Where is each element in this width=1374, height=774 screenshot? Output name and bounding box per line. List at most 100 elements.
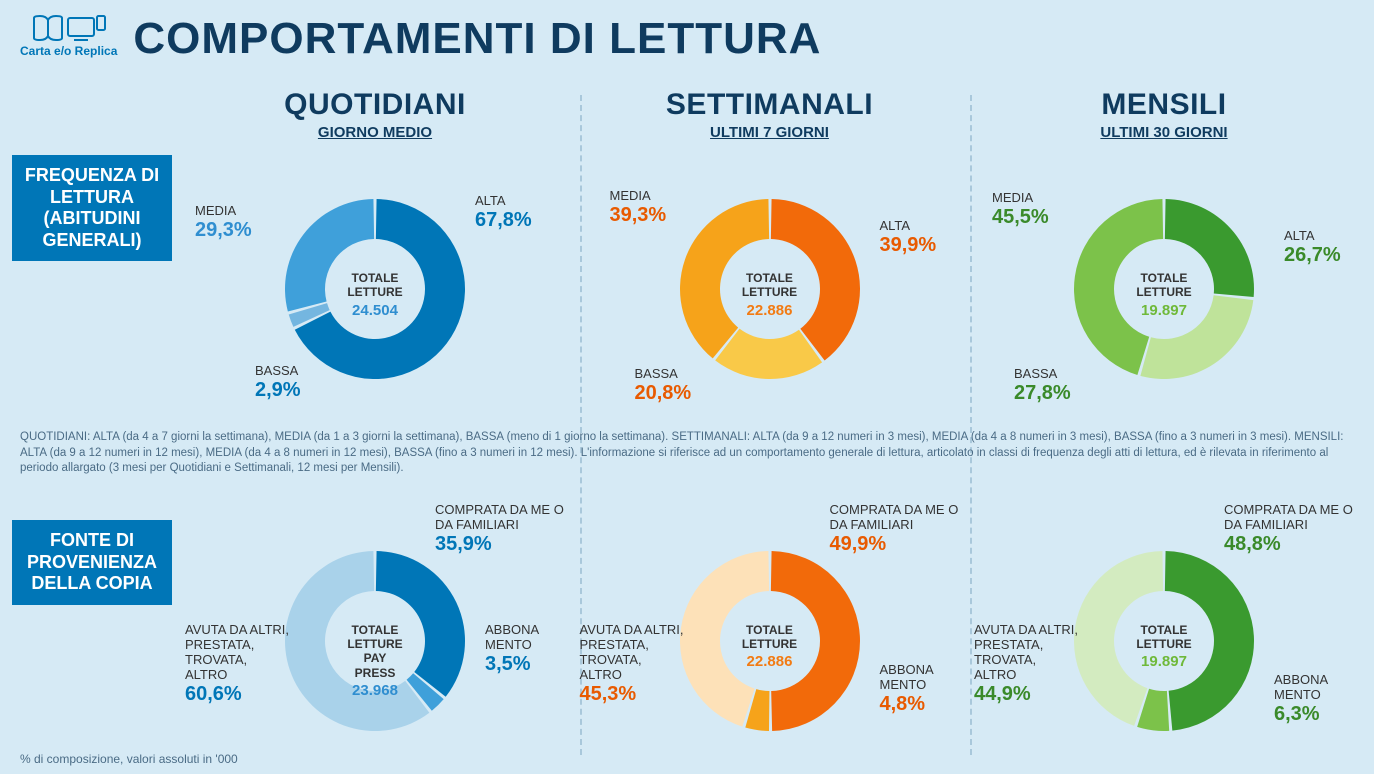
- slice-label: AVUTA DA ALTRI,PRESTATA,TROVATA,ALTRO60,…: [185, 623, 289, 706]
- donut-center-label: TOTALELETTURE 24.504: [347, 271, 402, 320]
- center-value: 23.968: [347, 682, 402, 700]
- column: TOTALELETTURE 19.897 COMPRATA DA ME ODA FA…: [974, 495, 1354, 758]
- donut-chart: TOTALELETTUREPAYPRESS 23.968 COMPRATA DA M…: [185, 503, 565, 758]
- slice-pct: 48,8%: [1224, 533, 1353, 556]
- slice-name: AVUTA DA ALTRI,PRESTATA,TROVATA,ALTRO: [185, 623, 289, 683]
- column-subtitle: ULTIMI 7 GIORNI: [710, 124, 829, 141]
- slice-name: BASSA: [1014, 367, 1071, 382]
- row1-columns: QUOTIDIANI GIORNO MEDIO TOTALELETTURE 24.50…: [185, 90, 1354, 409]
- donut-chart: TOTALELETTURE 19.897 COMPRATA DA ME ODA FA…: [974, 503, 1354, 758]
- column-title: SETTIMANALI: [666, 90, 873, 120]
- slice-label: BASSA20,8%: [635, 367, 692, 405]
- logo-subtitle: Carta e/o Replica: [20, 44, 117, 58]
- note-text: QUOTIDIANI: ALTA (da 4 a 7 giorni la set…: [20, 430, 1354, 477]
- center-value: 22.886: [742, 653, 797, 671]
- column: TOTALELETTUREPAYPRESS 23.968 COMPRATA DA M…: [185, 495, 565, 758]
- slice-label: ABBONAMENTO4,8%: [880, 663, 934, 716]
- book-icon: [32, 14, 64, 42]
- donut-center-label: TOTALELETTURE 22.886: [742, 271, 797, 320]
- center-value: 19.897: [1136, 653, 1191, 671]
- slice-label: AVUTA DA ALTRI,PRESTATA,TROVATA,ALTRO45,…: [580, 623, 684, 706]
- slice-pct: 45,5%: [992, 206, 1049, 229]
- column: TOTALELETTURE 22.886 COMPRATA DA ME ODA FA…: [580, 495, 960, 758]
- logo: Carta e/o Replica: [20, 14, 117, 58]
- slice-label: COMPRATA DA ME ODA FAMILIARI49,9%: [830, 503, 959, 556]
- slice-name: ALTA: [880, 219, 937, 234]
- donut-center-label: TOTALELETTURE 22.886: [742, 623, 797, 672]
- slice-label: ABBONAMENTO3,5%: [485, 623, 539, 676]
- center-value: 24.504: [347, 302, 402, 320]
- slice-label: MEDIA45,5%: [992, 191, 1049, 229]
- slice-pct: 26,7%: [1284, 244, 1341, 267]
- slice-label: COMPRATA DA ME ODA FAMILIARI35,9%: [435, 503, 564, 556]
- screen-icon: [66, 14, 106, 42]
- slice-name: MEDIA: [195, 204, 252, 219]
- section-label-frequency: FREQUENZA DI LETTURA (ABITUDINI GENERALI…: [12, 155, 172, 261]
- column-subtitle: GIORNO MEDIO: [318, 124, 432, 141]
- center-title: TOTALELETTURE: [1136, 623, 1191, 651]
- slice-name: ABBONAMENTO: [1274, 673, 1328, 703]
- slice-name: ALTA: [1284, 229, 1341, 244]
- donut-chart: TOTALELETTURE19.897 ALTA26,7% BASSA27,8% ME…: [974, 149, 1354, 409]
- slice-label: ALTA26,7%: [1284, 229, 1341, 267]
- slice-label: MEDIA29,3%: [195, 204, 252, 242]
- column: MENSILI ULTIMI 30 GIORNI TOTALELETTURE19.8…: [974, 90, 1354, 409]
- column: QUOTIDIANI GIORNO MEDIO TOTALELETTURE 24.50…: [185, 90, 565, 409]
- row2-columns: TOTALELETTUREPAYPRESS 23.968 COMPRATA DA M…: [185, 495, 1354, 758]
- column-subtitle: ULTIMI 30 GIORNI: [1100, 124, 1227, 141]
- donut-center-label: TOTALELETTURE19.897: [1136, 271, 1191, 320]
- center-value: 22.886: [742, 302, 797, 320]
- slice-label: AVUTA DA ALTRI,PRESTATA,TROVATA,ALTRO44,…: [974, 623, 1078, 706]
- slice-name: COMPRATA DA ME ODA FAMILIARI: [830, 503, 959, 533]
- main-title: COMPORTAMENTI DI LETTURA: [133, 14, 821, 64]
- slice-label: ALTA39,9%: [880, 219, 937, 257]
- donut-chart: TOTALELETTURE 22.886 ALTA39,9% BASSA20,8% ME…: [580, 149, 960, 409]
- slice-pct: 39,9%: [880, 234, 937, 257]
- column-title: QUOTIDIANI: [284, 90, 466, 120]
- slice-pct: 35,9%: [435, 533, 564, 556]
- slice-label: BASSA2,9%: [255, 364, 301, 402]
- center-title: TOTALELETTUREPAYPRESS: [347, 623, 402, 680]
- slice-pct: 45,3%: [580, 683, 684, 706]
- center-title: TOTALELETTURE: [742, 623, 797, 651]
- slice-label: ABBONAMENTO6,3%: [1274, 673, 1328, 726]
- donut-chart: TOTALELETTURE 22.886 COMPRATA DA ME ODA FA…: [580, 503, 960, 758]
- slice-name: MEDIA: [992, 191, 1049, 206]
- slice-pct: 49,9%: [830, 533, 959, 556]
- donut-center-label: TOTALELETTURE 19.897: [1136, 623, 1191, 672]
- slice-name: COMPRATA DA ME ODA FAMILIARI: [1224, 503, 1353, 533]
- footnote: % di composizione, valori assoluti in '0…: [20, 752, 238, 766]
- logo-icons: [32, 14, 106, 42]
- slice-label: COMPRATA DA ME ODA FAMILIARI48,8%: [1224, 503, 1353, 556]
- center-title: TOTALELETTURE: [742, 271, 797, 299]
- slice-pct: 67,8%: [475, 209, 532, 232]
- slice-label: MEDIA39,3%: [610, 189, 667, 227]
- slice-pct: 29,3%: [195, 219, 252, 242]
- slice-name: ABBONAMENTO: [485, 623, 539, 653]
- section-label-source: FONTE DI PROVENIENZA DELLA COPIA: [12, 520, 172, 605]
- slice-pct: 27,8%: [1014, 382, 1071, 405]
- header: Carta e/o Replica COMPORTAMENTI DI LETTU…: [0, 0, 1374, 64]
- center-title: TOTALELETTURE: [347, 271, 402, 299]
- slice-name: COMPRATA DA ME ODA FAMILIARI: [435, 503, 564, 533]
- donut-center-label: TOTALELETTUREPAYPRESS 23.968: [347, 623, 402, 701]
- slice-pct: 39,3%: [610, 204, 667, 227]
- slice-pct: 6,3%: [1274, 703, 1328, 726]
- slice-name: AVUTA DA ALTRI,PRESTATA,TROVATA,ALTRO: [974, 623, 1078, 683]
- slice-label: BASSA27,8%: [1014, 367, 1071, 405]
- slice-pct: 2,9%: [255, 379, 301, 402]
- slice-name: MEDIA: [610, 189, 667, 204]
- slice-name: ALTA: [475, 194, 532, 209]
- slice-name: ABBONAMENTO: [880, 663, 934, 693]
- slice-label: ALTA67,8%: [475, 194, 532, 232]
- slice-pct: 44,9%: [974, 683, 1078, 706]
- column-title: MENSILI: [1101, 90, 1226, 120]
- slice-pct: 60,6%: [185, 683, 289, 706]
- slice-pct: 4,8%: [880, 693, 934, 716]
- slice-pct: 3,5%: [485, 653, 539, 676]
- slice-name: AVUTA DA ALTRI,PRESTATA,TROVATA,ALTRO: [580, 623, 684, 683]
- column: SETTIMANALI ULTIMI 7 GIORNI TOTALELETTURE 2…: [580, 90, 960, 409]
- slice-name: BASSA: [635, 367, 692, 382]
- slice-name: BASSA: [255, 364, 301, 379]
- center-value: 19.897: [1136, 302, 1191, 320]
